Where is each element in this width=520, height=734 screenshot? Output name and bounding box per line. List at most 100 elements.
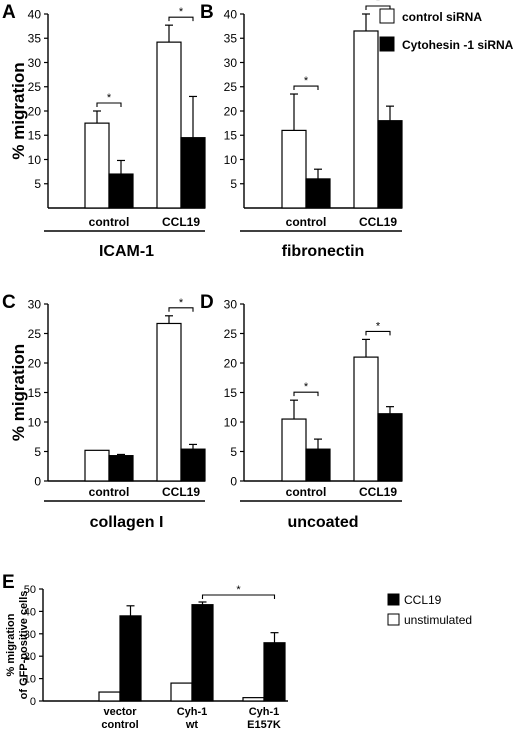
panel-b-y-tick-label: 25 [224, 80, 238, 94]
legend-swatch-cytohesin-sirna [379, 36, 395, 52]
panel-a-significance-bracket [96, 102, 122, 107]
panel-b-group-label: fibronectin [282, 243, 365, 260]
panel-e-significance-star: * [236, 584, 241, 596]
panel-a-bar [84, 122, 110, 209]
panel-c-significance-star: * [179, 297, 184, 309]
panel-b-significance-star: * [376, 0, 381, 7]
panel-a-y-label: % migration [9, 62, 28, 159]
panel-e-y-tick-label: 40 [24, 606, 36, 618]
panel-c-group-label: collagen I [90, 514, 164, 531]
panel-a-y-tick-label: 5 [34, 177, 41, 191]
panel-b-significance-bracket [293, 85, 319, 91]
panel-d-group-label: uncoated [287, 514, 358, 531]
panel-e-category-label: Cyh-1 [177, 706, 208, 718]
panel-d-significance-bracket [293, 391, 319, 397]
panel-d-category-label: control [286, 485, 327, 499]
panel-a-y-tick-label: 15 [28, 129, 42, 143]
panel-e-y-tick-label: 0 [30, 696, 36, 708]
panel-d-y-tick-label: 10 [224, 415, 238, 429]
panel-d-letter: D [200, 292, 214, 313]
panel-c-y-label: % migration [9, 344, 28, 441]
panel-e-y-label-line: of GFP-positive cells [18, 591, 30, 700]
panel-c-y-tick-label: 0 [34, 474, 41, 488]
panel-d-y-tick-label: 5 [230, 445, 237, 459]
panel-d-y-tick-label: 15 [224, 386, 238, 400]
panel-c-y-tick-label: 5 [34, 445, 41, 459]
panel-b-y-tick-label: 15 [224, 129, 238, 143]
panel-c-bar [180, 448, 206, 482]
panel-b-y-tick-label: 20 [224, 104, 238, 118]
panel-c-category-label: control [89, 485, 130, 499]
legend-top: control siRNA Cytohesin -1 siRNA [379, 8, 514, 52]
panel-e-significance-bracket [201, 594, 276, 599]
panel-b-y-tick-label: 5 [230, 177, 237, 191]
panel-a-y-tick-label: 10 [28, 153, 42, 167]
panel-c-y-tick-label: 10 [28, 415, 42, 429]
panel-b-y-tick-label: 10 [224, 153, 238, 167]
panel-d-significance-star: * [304, 381, 309, 393]
panel-e-bar [119, 615, 142, 702]
panel-e-y-tick-label: 20 [24, 651, 36, 663]
panel-c-letter: C [2, 292, 16, 313]
legend-bottom: CCL19 unstimulated [387, 593, 472, 627]
panel-a-significance-star: * [179, 6, 184, 18]
panel-c-y-tick-label: 15 [28, 386, 42, 400]
panel-b: B 5 10 15 20 25 30 35 40 control * CCL19 * fibronect… [200, 0, 403, 260]
panel-e-category-label: vector [103, 706, 137, 718]
panel-e-category-label: Cyh-1 [249, 706, 280, 718]
panel-b-y-tick-label: 40 [224, 7, 238, 21]
panel-d-significance-star: * [376, 320, 381, 332]
panel-b-bar [305, 178, 331, 209]
panel-b-bar [377, 120, 403, 209]
panel-c-y-tick-label: 20 [28, 356, 42, 370]
panel-c-bar [156, 322, 182, 482]
panel-e-bar [263, 642, 286, 702]
legend-swatch-ccl19 [387, 593, 400, 606]
panel-d: D 0 5 10 15 20 25 30 control * CCL19 * uncoated [200, 292, 403, 531]
panel-a-y-tick-label: 30 [28, 56, 42, 70]
panel-a-category-label: CCL19 [162, 215, 200, 229]
panel-c: C 0 5 10 15 20 25 30 % migration control CCL19 * co… [2, 292, 206, 531]
panel-a-category-label: control [89, 215, 130, 229]
panel-a-bar [180, 137, 206, 209]
panel-d-bar [281, 418, 307, 482]
panel-b-significance-bracket [365, 5, 391, 10]
panel-a-significance-star: * [107, 92, 112, 104]
panel-d-y-tick-label: 30 [224, 297, 238, 311]
panel-c-significance-bracket [168, 307, 194, 312]
legend-swatch-unstimulated [387, 613, 400, 626]
panel-e-category-label: wt [185, 719, 199, 731]
panel-a-y-tick-label: 35 [28, 32, 42, 46]
panel-e-bar [98, 691, 121, 702]
legend-label-unstimulated: unstimulated [404, 613, 472, 627]
panel-d-y-tick-label: 20 [224, 356, 238, 370]
panel-e-y-tick-label: 10 [24, 674, 36, 686]
panel-d-bar [377, 413, 403, 482]
panel-b-y-tick-label: 35 [224, 32, 238, 46]
panel-e-bar [170, 682, 193, 702]
panel-a-bar [156, 41, 182, 209]
panel-d-bar [305, 448, 331, 482]
panel-b-category-label: control [286, 215, 327, 229]
panel-d-y-tick-label: 0 [230, 474, 237, 488]
panel-e-y-tick-label: 50 [24, 584, 36, 596]
panel-a-group-label: ICAM-1 [99, 243, 154, 260]
panel-e-letter: E [2, 572, 15, 593]
legend-label-cytohesin-sirna: Cytohesin -1 siRNA [402, 38, 514, 52]
panel-a-bar [108, 173, 134, 209]
panel-e-bar [191, 604, 214, 702]
panel-c-y-tick-label: 25 [28, 327, 42, 341]
panel-e: E 0 10 20 30 40 50 % migration of GFP-positive … [2, 572, 288, 731]
panel-b-bar [281, 129, 307, 209]
panel-b-significance-star: * [304, 75, 309, 87]
panel-d-category-label: CCL19 [359, 485, 397, 499]
panel-a-y-tick-label: 20 [28, 104, 42, 118]
panel-a-significance-bracket [168, 16, 194, 22]
panel-a-letter: A [2, 2, 16, 23]
panel-e-category-label: control [101, 719, 138, 731]
panel-e-bar [242, 697, 265, 702]
panel-a: A 5 10 15 20 25 30 35 40 % migration control * CCL1… [2, 2, 206, 260]
panel-b-y-tick-label: 30 [224, 56, 238, 70]
panel-a-y-tick-label: 25 [28, 80, 42, 94]
